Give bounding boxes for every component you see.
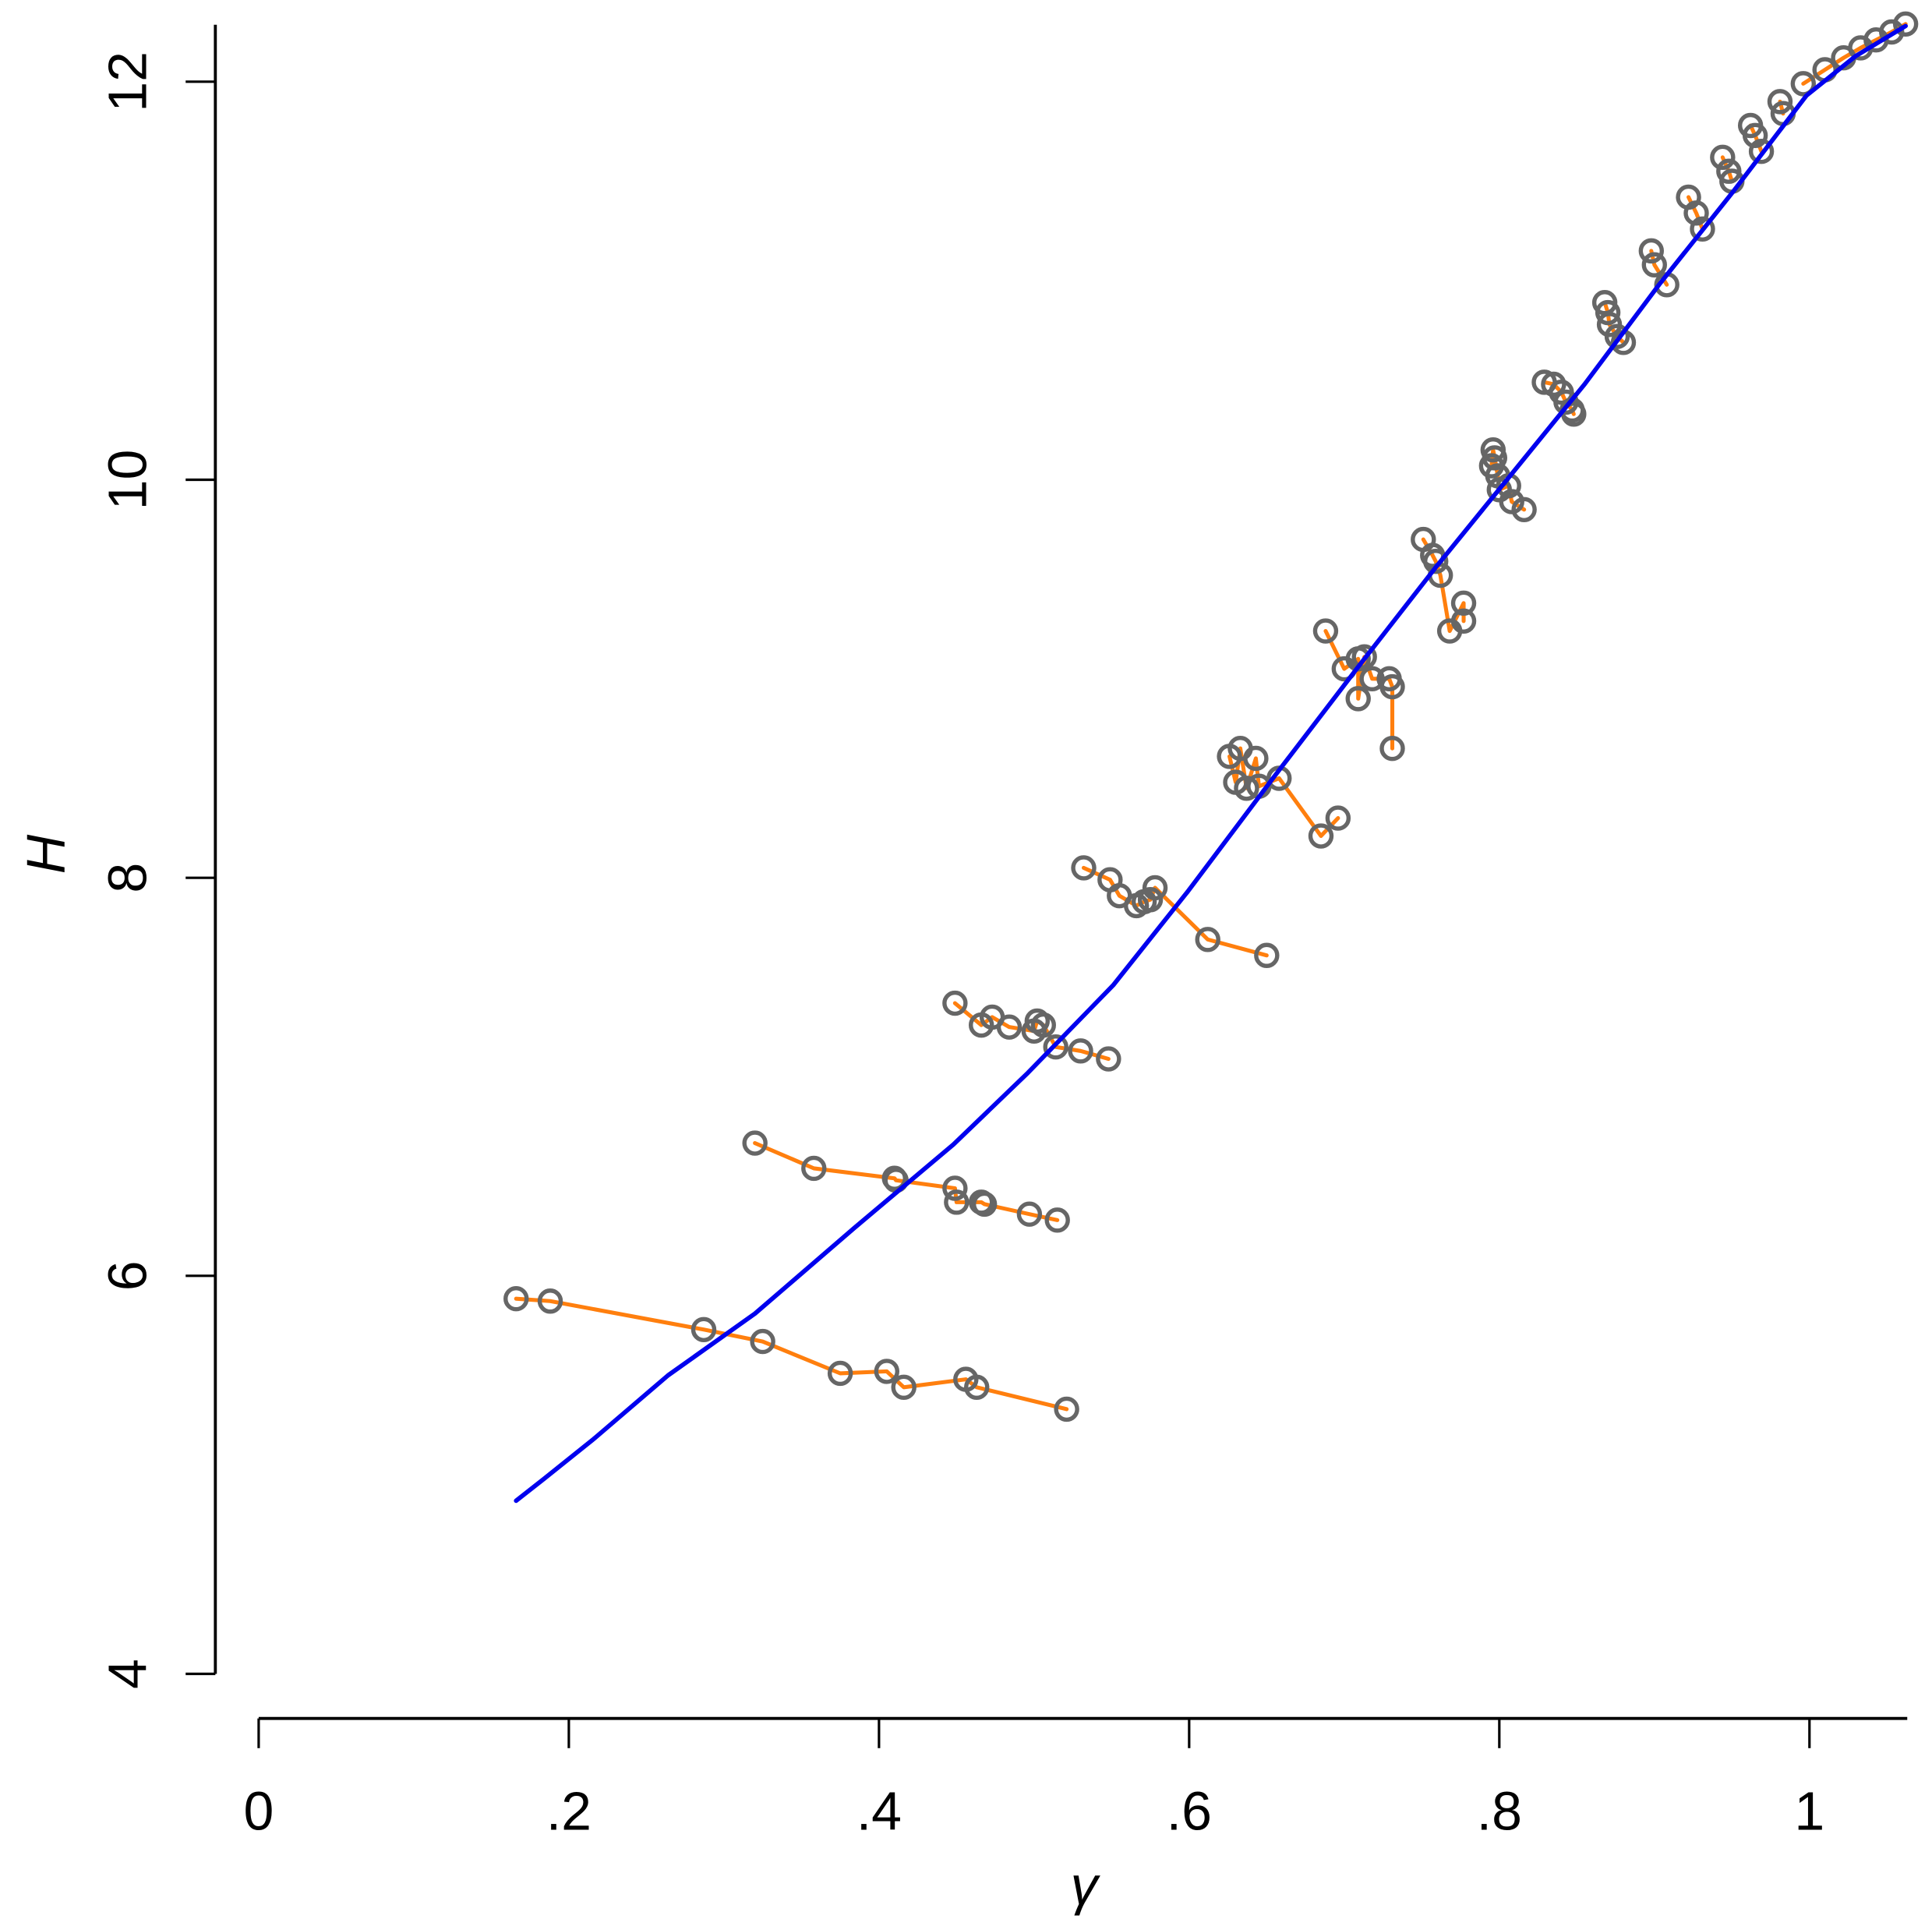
x-tick-label: 1 — [1794, 1781, 1824, 1842]
data-point — [1790, 71, 1817, 97]
data-points — [503, 11, 1919, 1422]
data-point — [1450, 608, 1477, 634]
data-point — [1071, 855, 1097, 881]
data-point — [1379, 673, 1405, 700]
data-point — [1312, 618, 1339, 644]
data-point — [942, 1175, 968, 1201]
data-point — [691, 1316, 717, 1342]
x-axis: 0 .2 .4 .6 .8 1 — [243, 1716, 1908, 1842]
data-point — [1423, 548, 1449, 574]
data-point — [1325, 805, 1351, 831]
data-point — [1044, 1207, 1070, 1233]
data-point — [1690, 216, 1715, 242]
group-lines — [514, 22, 1908, 1412]
data-point — [827, 1360, 853, 1387]
data-point — [1450, 590, 1477, 617]
x-tick-label: .6 — [1167, 1781, 1212, 1842]
data-point — [1254, 942, 1280, 968]
data-point — [1561, 401, 1587, 427]
y-axis-title: H — [16, 834, 76, 874]
data-point — [1351, 644, 1377, 670]
data-point — [503, 1285, 529, 1312]
fit-curve-line — [514, 23, 1909, 1504]
group-line — [1421, 537, 1466, 634]
x-tick-label: .8 — [1477, 1781, 1522, 1842]
data-point — [1345, 686, 1371, 712]
data-point — [801, 1155, 827, 1182]
y-tick-label: 4 — [97, 1659, 157, 1689]
y-tick-label: 6 — [97, 1260, 157, 1291]
data-point — [1142, 875, 1168, 901]
data-point — [1767, 89, 1793, 115]
data-point — [964, 1374, 990, 1401]
data-point — [1683, 200, 1709, 226]
data-point — [891, 1374, 917, 1401]
data-point — [1096, 1046, 1121, 1072]
data-point — [1234, 776, 1259, 801]
x-tick-label: .2 — [546, 1781, 592, 1842]
data-point — [1541, 371, 1566, 398]
data-point — [1742, 122, 1768, 148]
group-line — [753, 1140, 1060, 1222]
fit-curve — [514, 23, 1909, 1504]
data-point — [996, 1014, 1023, 1040]
x-tick-label: 0 — [243, 1781, 274, 1842]
data-point — [1195, 927, 1220, 952]
x-tick-label: .4 — [857, 1781, 902, 1842]
group-line — [514, 1296, 1069, 1412]
data-point — [1054, 1396, 1079, 1422]
data-point — [1641, 252, 1667, 277]
data-point — [742, 1130, 768, 1156]
data-point — [1379, 735, 1405, 762]
data-point — [1068, 1038, 1093, 1064]
data-point — [1748, 138, 1775, 164]
x-axis-title: γ — [1071, 1855, 1101, 1916]
data-point — [1016, 1201, 1043, 1227]
data-point — [944, 1189, 970, 1215]
y-axis: 4 6 8 10 12 — [97, 24, 217, 1689]
y-tick-label: 12 — [97, 51, 157, 112]
data-point — [874, 1359, 900, 1384]
y-tick-label: 10 — [97, 450, 157, 511]
data-point — [1030, 1012, 1056, 1038]
data-point — [537, 1288, 563, 1314]
data-point — [1638, 238, 1665, 264]
data-point — [1137, 887, 1164, 913]
group-line — [1081, 865, 1269, 958]
data-point — [1604, 323, 1630, 349]
data-point — [750, 1328, 775, 1355]
data-point — [1499, 489, 1524, 514]
data-point — [1511, 497, 1537, 523]
data-point — [1595, 299, 1621, 326]
data-point — [1043, 1034, 1068, 1060]
data-point — [1710, 144, 1736, 171]
data-point — [1308, 823, 1334, 849]
data-point — [942, 990, 968, 1016]
data-point — [971, 1191, 998, 1217]
y-tick-label: 8 — [97, 863, 157, 893]
data-point — [1243, 745, 1269, 772]
data-point — [1892, 11, 1919, 37]
